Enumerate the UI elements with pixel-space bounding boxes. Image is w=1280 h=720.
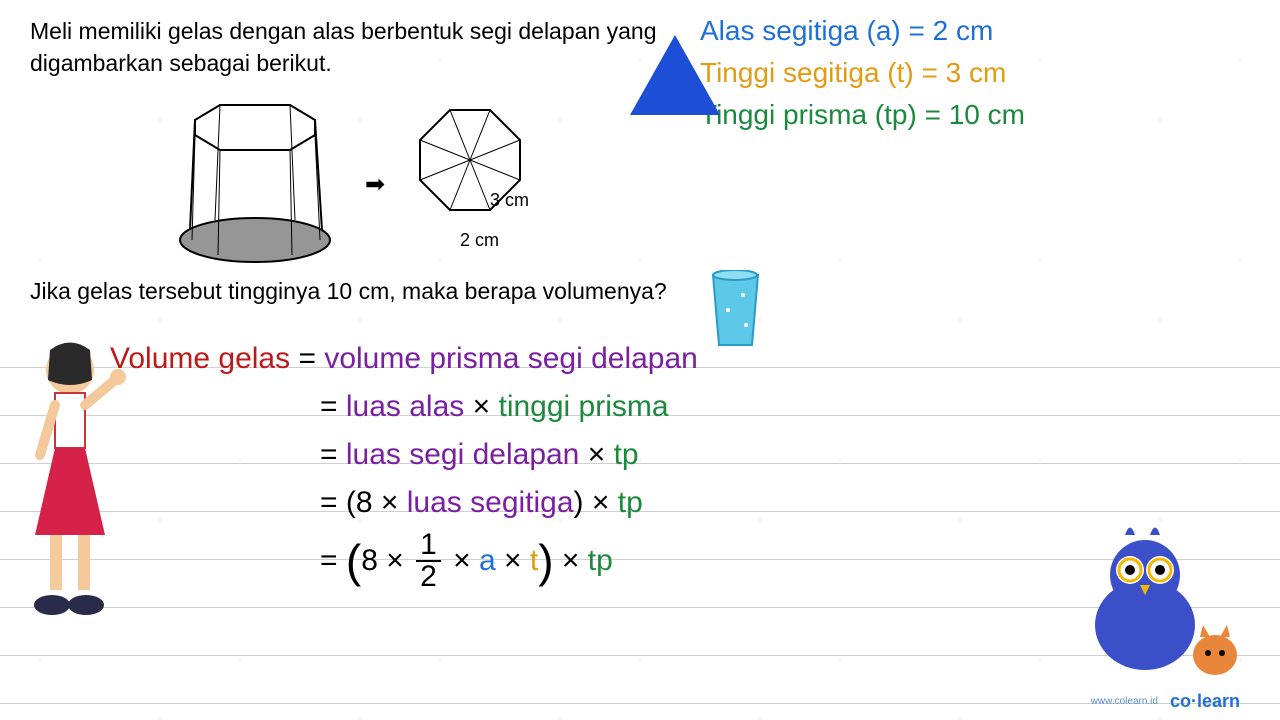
work-line-5: = ( 8 × 1 2 × a × t ) × tp xyxy=(110,527,698,595)
solution-work: Volume gelas = volume prisma segi delapa… xyxy=(110,335,698,595)
problem-statement: Meli memiliki gelas dengan alas berbentu… xyxy=(30,15,670,79)
given-height: Tinggi segitiga (t) = 3 cm xyxy=(700,52,1240,94)
footer: www.colearn.id co·learn xyxy=(1091,691,1240,712)
work-line-3: = luas segi delapan × tp xyxy=(110,431,698,479)
work-line-4: = ( 8 × luas segitiga ) × tp xyxy=(110,479,698,527)
problem-line2: digambarkan sebagai berikut. xyxy=(30,50,332,76)
work-line-2: = luas alas × tinggi prisma xyxy=(110,383,698,431)
work-line-1: Volume gelas = volume prisma segi delapa… xyxy=(110,335,698,383)
footer-brand: co·learn xyxy=(1170,691,1240,712)
apothem-label: 3 cm xyxy=(490,190,529,211)
mascot-icon xyxy=(1075,515,1245,685)
given-values: Alas segitiga (a) = 2 cm Tinggi segitiga… xyxy=(700,10,1240,136)
triangle-icon xyxy=(630,35,720,115)
problem-line1: Meli memiliki gelas dengan alas berbentu… xyxy=(30,18,657,44)
prism-icon xyxy=(160,80,350,270)
footer-url: www.colearn.id xyxy=(1091,696,1158,707)
given-prism-height: Tinggi prisma (tp) = 10 cm xyxy=(700,94,1240,136)
glass-icon xyxy=(708,270,763,350)
given-base: Alas segitiga (a) = 2 cm xyxy=(700,10,1240,52)
lhs: Volume gelas xyxy=(110,335,290,383)
diagram: ➡ 3 cm 2 cm xyxy=(160,80,580,270)
side-label: 2 cm xyxy=(460,230,499,251)
arrow-icon: ➡ xyxy=(365,170,385,199)
girl-character-icon xyxy=(20,335,135,625)
question-text: Jika gelas tersebut tingginya 10 cm, mak… xyxy=(30,278,667,305)
fraction: 1 2 xyxy=(416,530,441,592)
octagon-icon xyxy=(400,100,540,240)
